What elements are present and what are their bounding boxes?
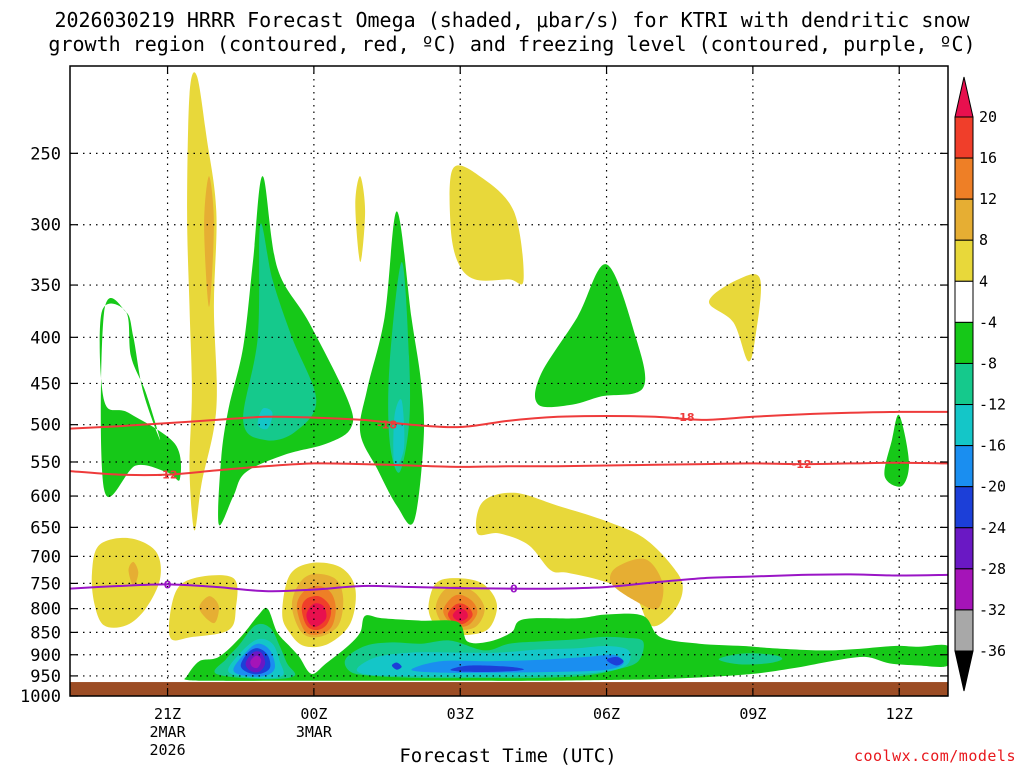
xtick-label-09Z-0: 09Z [739,705,766,723]
x-axis-label: Forecast Time (UTC) [399,745,617,767]
ytick-label-400: 400 [30,328,61,348]
omega-region-16 [91,537,161,628]
omega-region-11 [534,264,646,408]
colorbar-label-3: 8 [979,231,988,249]
colorbar-box-8 [954,445,974,488]
terrain-fill [70,682,948,696]
omega-region-19 [199,596,219,624]
colorbar-box-3 [954,239,974,282]
ytick-label-250: 250 [30,144,61,164]
omega-region-14 [475,492,683,627]
colorbar-box-11 [954,568,974,611]
xtick-label-21Z-1: 2MAR [149,723,186,741]
omega-region-39 [450,665,524,673]
omega-region-9 [393,399,405,467]
chart-title-line-1: 2026030219 HRRR Forecast Omega (shaded, … [54,8,970,32]
ytick-label-850: 850 [30,623,61,643]
xtick-label-06Z-0: 06Z [593,705,620,723]
ytick-label-900: 900 [30,646,61,666]
credit-link[interactable]: coolwx.com/models [853,747,1016,765]
omega-region-6 [355,176,366,263]
colorbar-label-1: 16 [979,149,997,167]
colorbar-label-11: -28 [979,560,1006,578]
colorbar-top-arrow [954,76,974,118]
contour-line-2 [70,573,948,593]
chart-title-line-2: growth region (contoured, red, ºC) and f… [48,32,976,56]
colorbar-label-6: -8 [979,354,997,372]
ytick-label-1000: 1000 [20,687,61,707]
terrain [70,682,948,696]
omega-region-17 [128,561,139,587]
omega-region-1 [204,176,214,307]
ytick-label-300: 300 [30,216,61,236]
colorbar-box-5 [954,321,974,364]
colorbar-box-10 [954,527,974,570]
plot-frame [69,65,949,697]
xtick-label-21Z-0: 21Z [154,705,181,723]
xtick-label-21Z-2: 2026 [149,741,185,759]
colorbar-label-0: 20 [979,108,997,126]
ytick-label-700: 700 [30,547,61,567]
colorbar-box-12 [954,609,974,652]
temperature-contours: -18 -18 -12 -12 0 0 [70,411,948,596]
ytick-label-500: 500 [30,416,61,436]
omega-region-41 [391,662,402,670]
contour-label-2-0: 0 [164,578,172,591]
omega-region-13 [884,414,910,487]
colorbar-label-12: -32 [979,601,1006,619]
grid [70,66,948,696]
ytick-label-350: 350 [30,276,61,296]
xtick-label-00Z-1: 3MAR [296,723,333,741]
colorbar-label-5: -4 [979,313,997,331]
omega-region-2 [99,297,182,498]
colorbar-label-7: -12 [979,396,1006,414]
colorbar-box-9 [954,486,974,529]
contour-label-0-0: -18 [377,419,397,432]
contour-label-2-1: 0 [510,583,518,596]
colorbar-label-13: -36 [979,642,1006,660]
omega-region-4 [243,223,317,441]
omega-region-33 [718,653,783,665]
colorbar-box-4 [954,280,974,323]
axes: 250 300 350 400 450 500 550 600 650 700 750 800 850 9… [20,66,948,759]
omega-region-29 [452,608,468,622]
colorbar-box-1 [954,157,974,200]
colorbar-label-8: -16 [979,437,1006,455]
xtick-label-03Z-0: 03Z [447,705,474,723]
colorbar-box-2 [954,198,974,241]
ytick-label-450: 450 [30,374,61,394]
ytick-label-800: 800 [30,600,61,620]
colorbar-box-6 [954,362,974,406]
omega-region-40 [606,656,624,666]
contour-line-0 [70,410,948,430]
colorbar-bottom-arrow [954,650,974,692]
colorbar-label-10: -24 [979,519,1006,537]
xtick-label-12Z-0: 12Z [886,705,913,723]
omega-region-12 [708,274,762,362]
contour-label-0-1: -18 [675,411,695,424]
omega-region-43 [250,655,262,669]
ytick-label-750: 750 [30,574,61,594]
contour-line-1 [70,461,948,477]
colorbar-box-7 [954,404,974,447]
contour-label-1-0: -12 [158,469,178,482]
omega-region-0 [187,72,217,531]
ytick-label-550: 550 [30,453,61,473]
ytick-label-600: 600 [30,487,61,507]
colorbar: 20 16 12 8 4 -4 -8 -12 -16 -20 -24 -28 -32 -36 [954,76,1006,692]
contour-label-1-1: -12 [792,458,812,471]
colorbar-label-9: -20 [979,478,1006,496]
colorbar-box-0 [954,116,974,159]
colorbar-label-4: 4 [979,272,988,290]
ytick-label-650: 650 [30,518,61,538]
omega-region-5 [257,408,273,430]
colorbar-label-2: 12 [979,190,997,208]
omega-region-8 [388,261,411,473]
xtick-label-00Z-0: 00Z [300,705,327,723]
ytick-label-950: 950 [30,667,61,687]
